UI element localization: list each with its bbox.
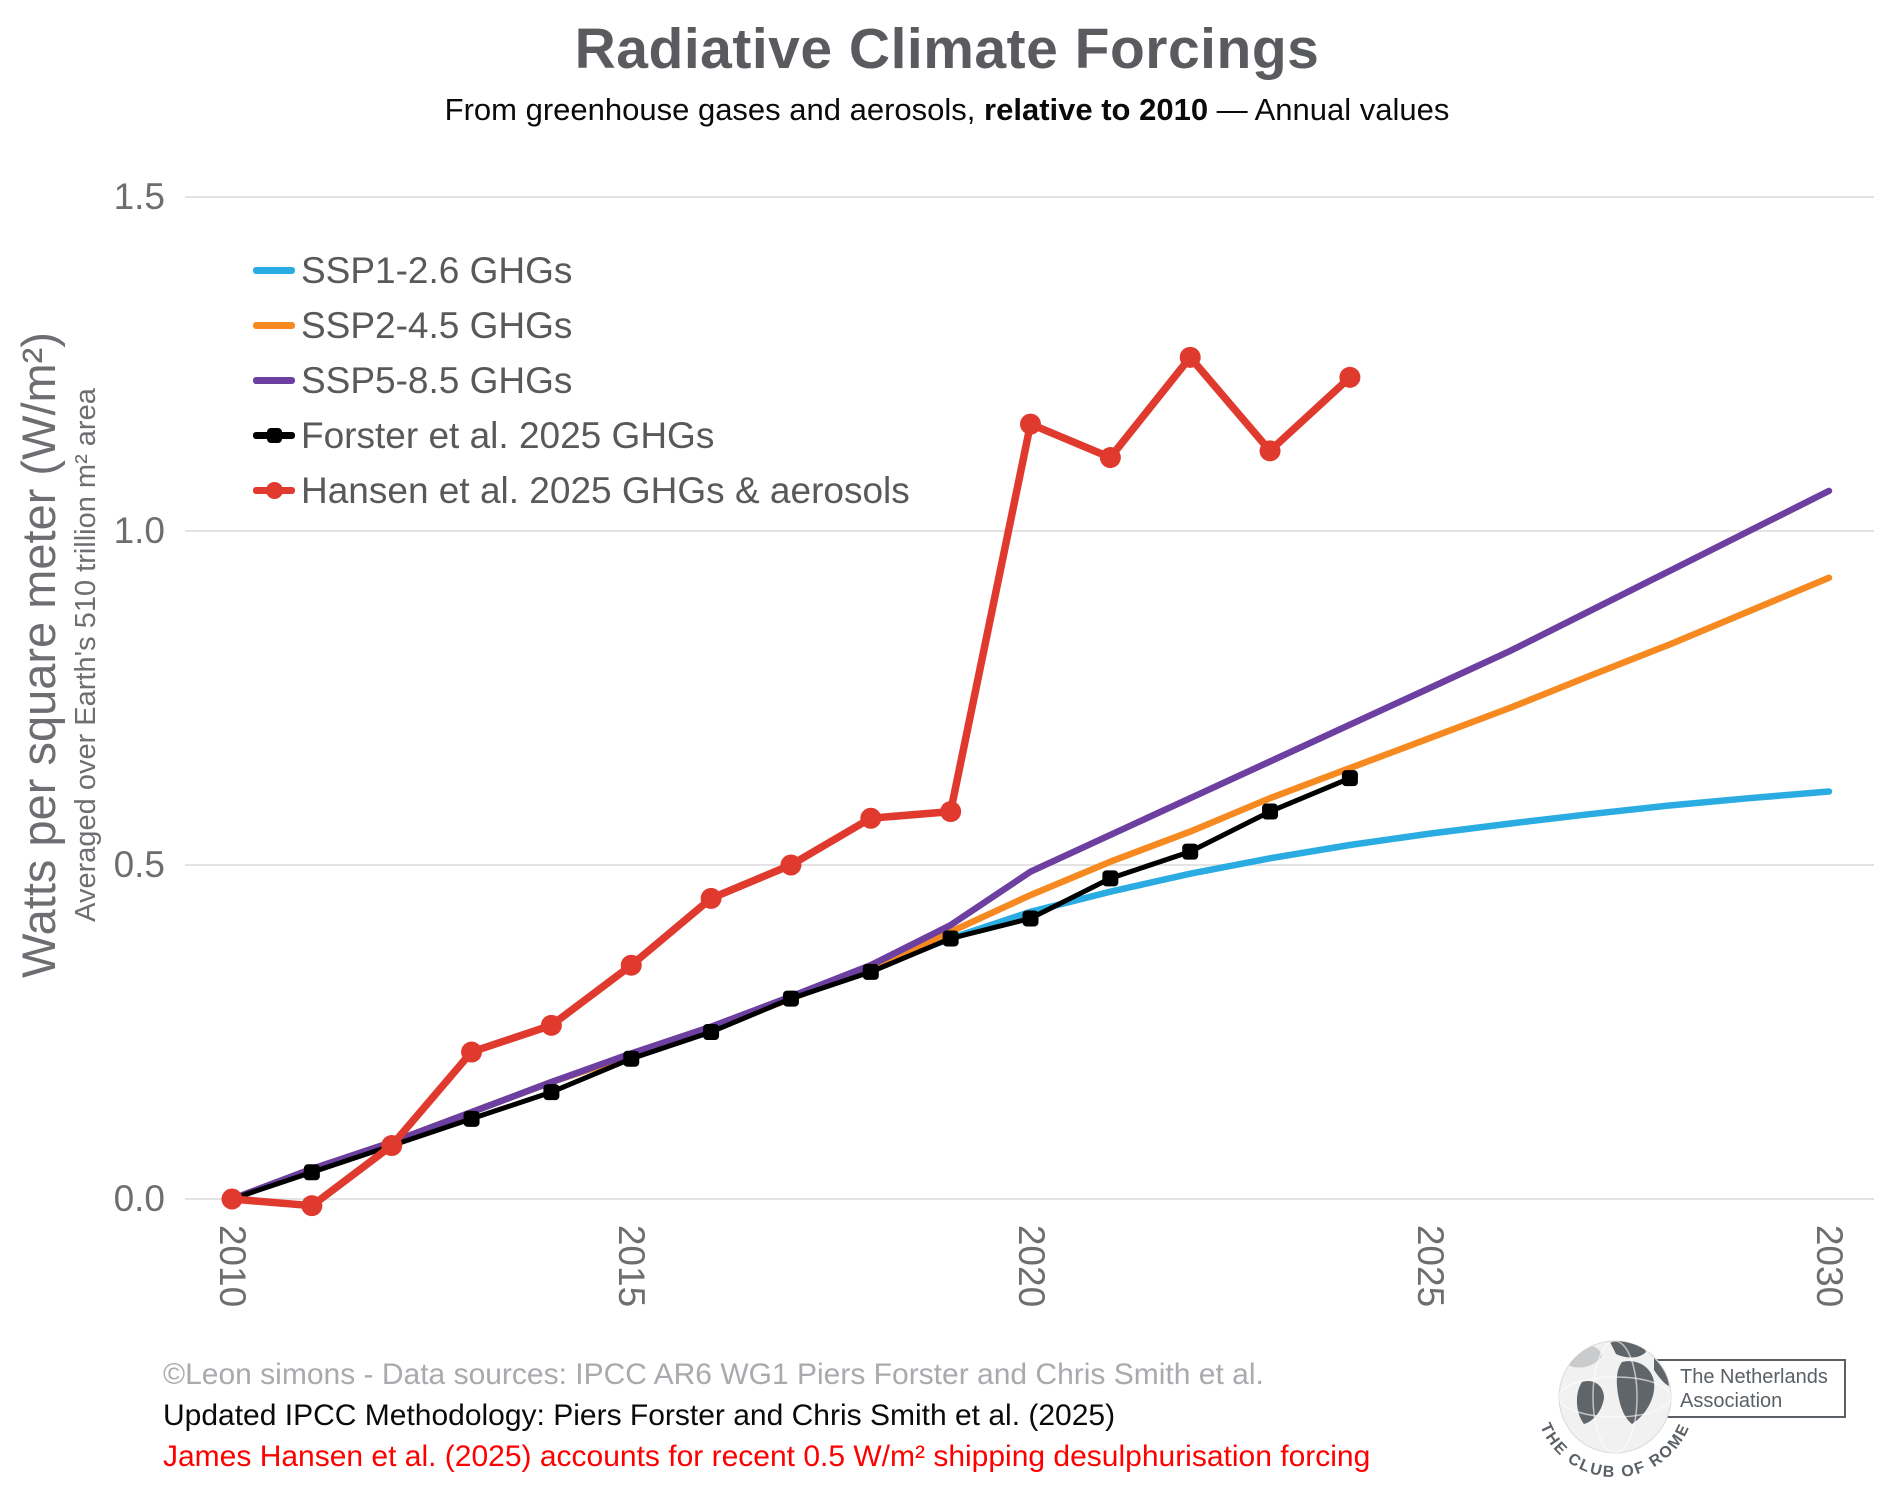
data-point (623, 1050, 640, 1067)
data-point (381, 1135, 403, 1157)
data-point (1262, 803, 1279, 820)
data-point (1102, 870, 1119, 887)
netherlands-association-box: The Netherlands Association (1647, 1359, 1846, 1418)
data-point (303, 1164, 320, 1181)
subtitle-prefix: From greenhouse gases and aerosols, (444, 92, 985, 127)
legend-item-ssp2-4-5-ghgs: SSP2-4.5 GHGs (253, 298, 910, 353)
data-point (1020, 413, 1041, 435)
data-point (1341, 770, 1358, 787)
series-ssp1-2-6-ghgs (228, 788, 1833, 1203)
series-hansen-et-al-2025-ghgs-aerosols (221, 346, 1361, 1217)
data-point (1099, 447, 1121, 469)
y-tick-label: 0.5 (113, 844, 165, 885)
series-ssp5-8-5-ghgs (228, 487, 1833, 1203)
data-point (620, 954, 642, 976)
legend-label: SSP1-2.6 GHGs (301, 249, 573, 291)
legend-swatch (253, 479, 295, 503)
legend-swatch (253, 314, 295, 338)
legend-item-hansen-et-al-2025-ghgs-aerosols: Hansen et al. 2025 GHGs & aerosols (253, 463, 910, 518)
data-point (463, 1110, 480, 1127)
y-tick-label: 0.0 (113, 1178, 165, 1219)
data-point (221, 1188, 243, 1210)
legend-label: SSP5-8.5 GHGs (301, 359, 573, 401)
data-point (1022, 910, 1039, 927)
footer-hansen-note: James Hansen et al. (2025) accounts for … (163, 1440, 1371, 1473)
legend-label: Forster et al. 2025 GHGs (301, 414, 715, 456)
subtitle-bold: relative to 2010 (984, 92, 1209, 127)
svg-text:The Netherlands: The Netherlands (1680, 1366, 1828, 1388)
chart-title: Radiative Climate Forcings (574, 17, 1320, 81)
data-point (700, 887, 722, 909)
legend-swatch (253, 369, 295, 393)
data-point (461, 1041, 483, 1063)
legend: SSP1-2.6 GHGs SSP2-4.5 GHGs SSP5-8.5 GHGs F… (253, 243, 910, 518)
y-tick-label: 1.0 (113, 510, 165, 551)
legend-item-forster-et-al-2025-ghgs: Forster et al. 2025 GHGs (253, 408, 910, 463)
footer-methodology: Updated IPCC Methodology: Piers Forster … (163, 1399, 1116, 1432)
svg-text:Association: Association (1680, 1390, 1782, 1412)
legend-item-ssp5-8-5-ghgs: SSP5-8.5 GHGs (253, 353, 910, 408)
y-axis-sublabel: Averaged over Earth's 510 trillion m² ar… (69, 388, 102, 922)
series-ssp2-4-5-ghgs (228, 574, 1833, 1203)
data-point (780, 854, 802, 876)
y-axis-label: Watts per square meter (W/m²) (11, 332, 65, 978)
globe-icon (1558, 1340, 1672, 1454)
footer-credit: ©Leon simons - Data sources: IPCC AR6 WG… (163, 1358, 1264, 1391)
data-point (782, 990, 799, 1007)
legend-swatch (253, 424, 295, 448)
data-point (301, 1195, 323, 1217)
subtitle-suffix: — Annual values (1208, 92, 1450, 127)
data-point (942, 930, 959, 947)
legend-label: Hansen et al. 2025 GHGs & aerosols (301, 469, 910, 511)
data-point (703, 1024, 720, 1040)
y-tick-label: 1.5 (113, 176, 165, 217)
data-point (1182, 843, 1199, 860)
data-point (860, 807, 882, 829)
data-point (543, 1084, 560, 1101)
club-of-rome-logo: The Netherlands Association THE CLUB OF … (1537, 1340, 1846, 1481)
legend-swatch (253, 259, 295, 283)
data-point (940, 801, 962, 823)
data-point (1179, 346, 1201, 368)
data-point (1339, 366, 1361, 388)
legend-label: SSP2-4.5 GHGs (301, 304, 573, 346)
chart-subtitle: From greenhouse gases and aerosols, rela… (0, 92, 1894, 128)
data-point (540, 1014, 562, 1036)
gridlines (185, 196, 1874, 1200)
data-point (1259, 440, 1281, 462)
legend-item-ssp1-2-6-ghgs: SSP1-2.6 GHGs (253, 243, 910, 298)
data-point (862, 963, 879, 980)
